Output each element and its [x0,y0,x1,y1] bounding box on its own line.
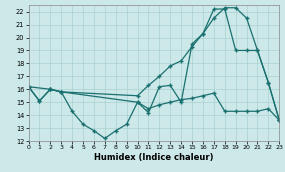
X-axis label: Humidex (Indice chaleur): Humidex (Indice chaleur) [94,153,214,162]
